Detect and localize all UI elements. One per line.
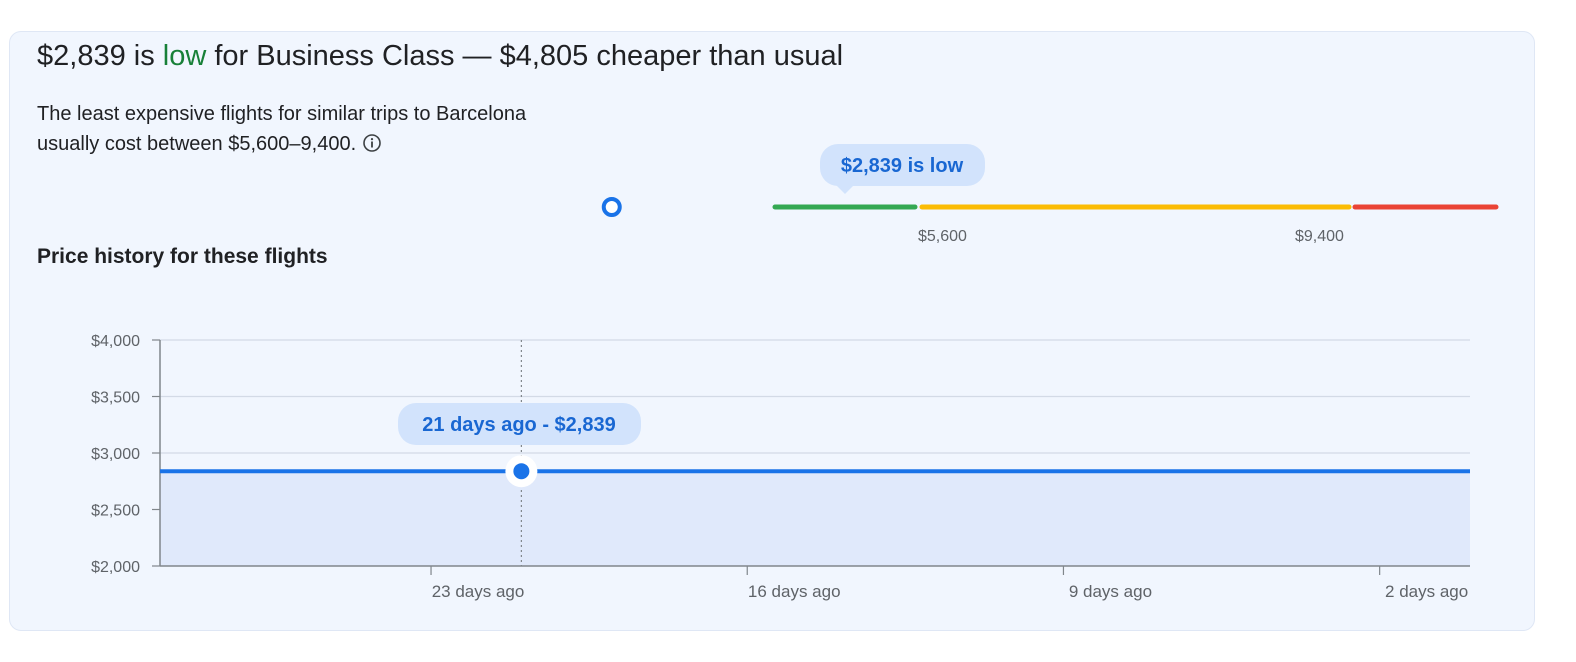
y-tick-label: $3,500 <box>91 390 140 407</box>
x-tick-label: 23 days ago <box>432 582 525 601</box>
description-line-2: usually cost between $5,600–9,400. <box>37 129 637 162</box>
x-tick-label: 2 days ago <box>1385 582 1468 601</box>
headline-rest: for Business Class — $4,805 cheaper than… <box>214 40 844 72</box>
chart-tooltip-text: 21 days ago - $2,839 <box>422 414 615 436</box>
x-tick-label: 16 days ago <box>748 582 841 601</box>
price-history-title: Price history for these flights <box>37 245 328 268</box>
price-level-badge: low <box>162 40 207 72</box>
x-tick-label: 9 days ago <box>1069 582 1152 601</box>
range-tooltip-text: $2,839 is low <box>841 155 964 177</box>
price-description: The least expensive flights for similar … <box>37 99 637 162</box>
range-low-label: $5,600 <box>918 228 967 245</box>
description-line-1: The least expensive flights for similar … <box>37 103 527 125</box>
range-tooltip: $2,839 is low <box>820 144 985 194</box>
y-tick-label: $3,000 <box>91 446 140 463</box>
price-area-fill <box>160 471 1470 566</box>
chart-tooltip: 21 days ago - $2,839 <box>398 403 641 445</box>
current-price-marker <box>601 197 622 217</box>
range-high-label: $9,400 <box>1295 228 1344 245</box>
info-icon[interactable] <box>362 132 382 162</box>
y-tick-label: $2,000 <box>91 559 140 576</box>
headline-is: is <box>133 40 155 72</box>
y-tick-label: $4,000 <box>91 333 140 350</box>
description-line-2-text: usually cost between $5,600–9,400. <box>37 133 357 155</box>
y-tick-label: $2,500 <box>91 503 140 520</box>
headline-price: $2,839 <box>37 40 126 72</box>
price-headline: $2,839 is low for Business Class — $4,80… <box>37 38 843 74</box>
highlight-point[interactable] <box>513 463 530 480</box>
price-range-bar: $2,839 is low $5,600 $9,400 <box>601 144 1499 245</box>
